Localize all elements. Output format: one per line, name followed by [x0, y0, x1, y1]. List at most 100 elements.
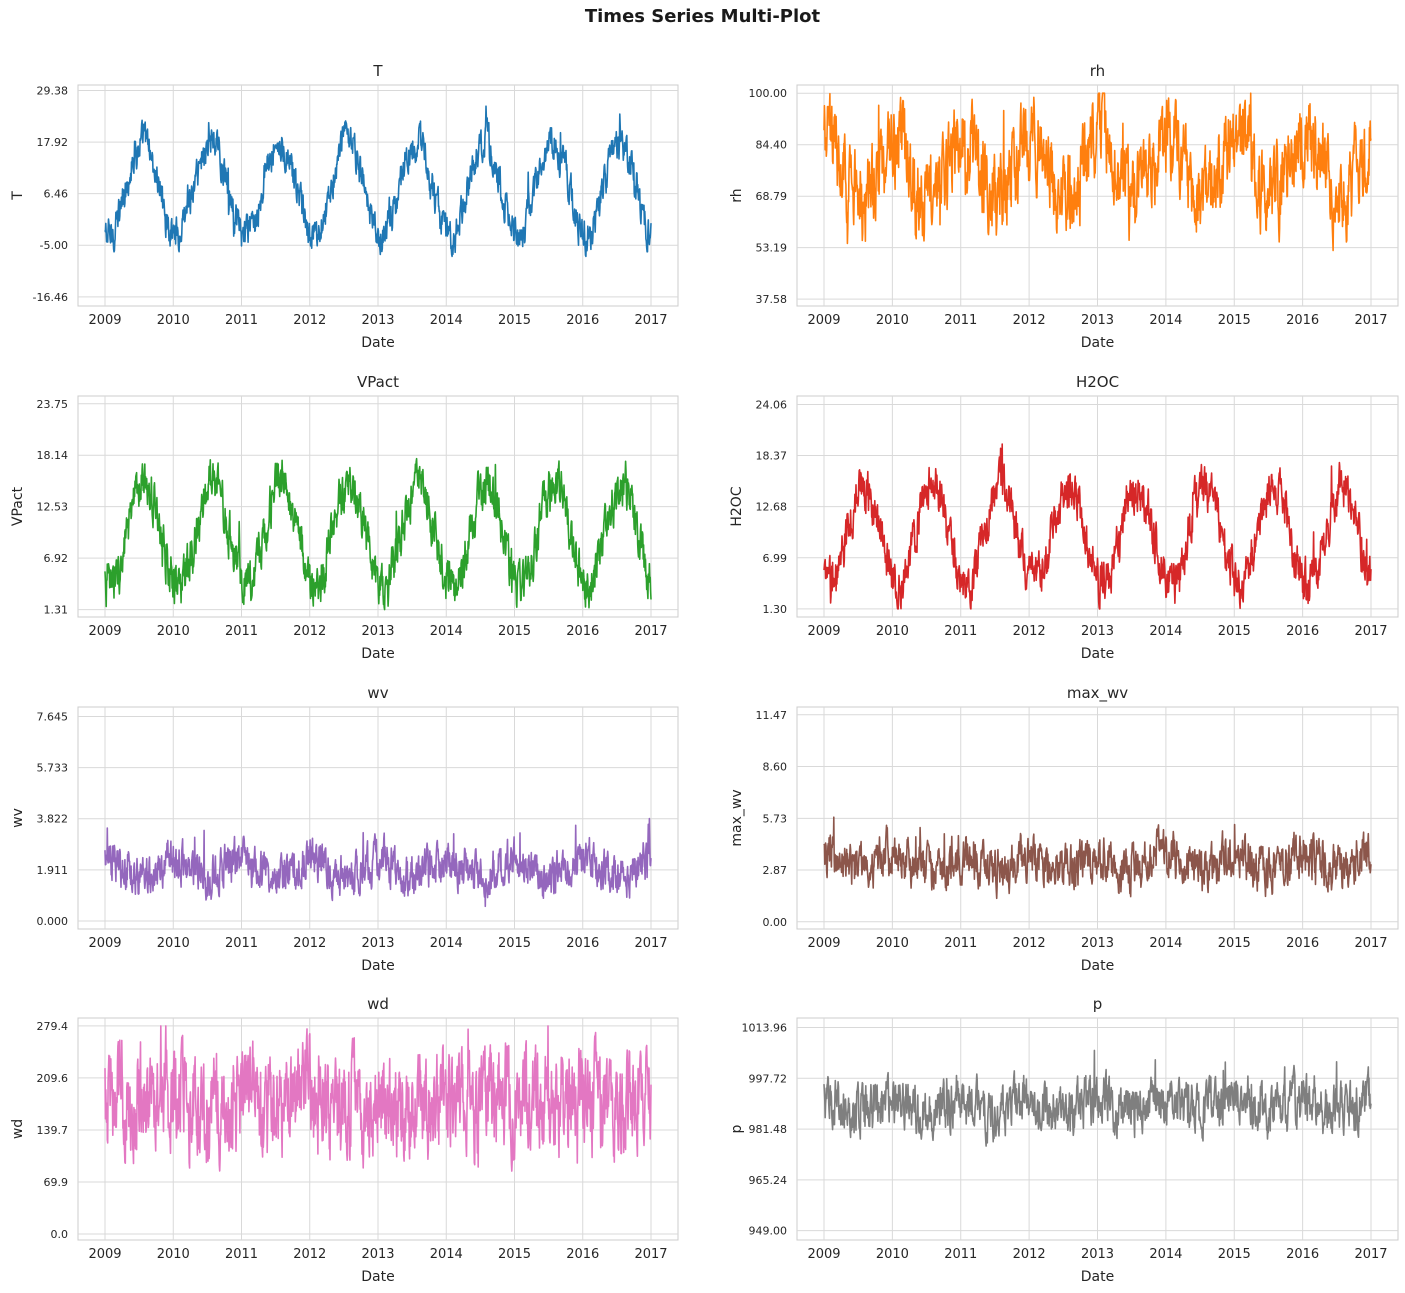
- y-tick-label: 0.0: [51, 1228, 69, 1241]
- subplot-t: 29.38 17.92 6.46 -5.00 -16.46 2009 2010 2011 201…: [10, 62, 679, 351]
- x-tick-label: 2015: [498, 1247, 531, 1262]
- y-tick-label: 209.6: [37, 1072, 69, 1085]
- x-tick-label: 2011: [225, 313, 258, 328]
- y-tick-label: 0.00: [763, 916, 788, 929]
- y-axis-label: VPact: [10, 486, 26, 526]
- x-tick-label: 2014: [430, 313, 463, 328]
- x-tick-label: 2011: [944, 313, 977, 328]
- x-tick-label: 2010: [157, 313, 190, 328]
- y-axis-label: H2OC: [729, 486, 745, 526]
- y-tick-label: 23.75: [37, 398, 69, 411]
- series-line: [823, 816, 1372, 900]
- x-tick-label: 2010: [876, 624, 909, 639]
- y-tick-label: 997.72: [749, 1072, 788, 1085]
- y-axis-label: T: [10, 191, 26, 201]
- subplot-rh: 100.00 84.40 68.79 53.19 37.58 2009 2010 2011 20…: [729, 62, 1399, 351]
- x-tick-label: 2010: [157, 1247, 190, 1262]
- x-tick-label: 2014: [1149, 624, 1182, 639]
- x-tick-label: 2014: [1149, 936, 1182, 951]
- subplot-wd: 279.4 209.6 139.7 69.9 0.0 2009 2010 2011 2012 20…: [10, 995, 679, 1285]
- subplot-title: max_wv: [1067, 684, 1128, 703]
- series-line: [823, 1049, 1372, 1147]
- y-tick-label: 949.00: [749, 1225, 788, 1238]
- x-tick-label: 2011: [944, 1247, 977, 1262]
- x-tick-label: 2009: [807, 1247, 840, 1262]
- x-tick-label: 2013: [361, 624, 394, 639]
- x-tick-label: 2012: [1013, 313, 1046, 328]
- x-tick-label: 2012: [1013, 624, 1046, 639]
- subplot-max-wv: 11.47 8.60 5.73 2.87 0.00 2009 2010 2011 2012 201…: [729, 684, 1399, 974]
- x-tick-label: 2009: [807, 624, 840, 639]
- y-tick-label: 0.000: [37, 915, 69, 928]
- x-axis-label: Date: [1081, 958, 1114, 974]
- y-tick-label: -5.00: [40, 239, 68, 252]
- x-tick-label: 2009: [807, 936, 840, 951]
- x-tick-label: 2016: [1286, 313, 1319, 328]
- y-tick-label: 68.79: [756, 190, 788, 203]
- subplot-p: 1013.96 997.72 981.48 965.24 949.00 2009 2010 2…: [729, 995, 1399, 1285]
- x-tick-label: 2014: [430, 936, 463, 951]
- x-tick-label: 2017: [1354, 936, 1387, 951]
- y-tick-label: 981.48: [749, 1123, 788, 1136]
- x-tick-label: 2010: [157, 936, 190, 951]
- x-tick-label: 2009: [88, 313, 121, 328]
- series-line: [104, 457, 652, 611]
- x-tick-label: 2014: [1149, 313, 1182, 328]
- y-tick-label: 6.99: [763, 552, 788, 565]
- y-tick-label: 24.06: [756, 398, 788, 411]
- x-tick-label: 2010: [876, 313, 909, 328]
- y-tick-label: 8.60: [763, 761, 788, 774]
- x-tick-label: 2015: [1218, 313, 1251, 328]
- x-tick-label: 2017: [634, 624, 667, 639]
- x-tick-label: 2012: [293, 624, 326, 639]
- x-tick-label: 2013: [1081, 936, 1114, 951]
- x-tick-label: 2017: [634, 936, 667, 951]
- x-tick-label: 2012: [293, 936, 326, 951]
- y-tick-label: 12.53: [37, 501, 69, 514]
- x-tick-label: 2016: [1286, 936, 1319, 951]
- subplot-title: wv: [367, 684, 388, 702]
- y-tick-label: 1.30: [763, 603, 788, 616]
- subplot-title: VPact: [357, 373, 399, 391]
- x-tick-label: 2017: [634, 313, 667, 328]
- x-axis-label: Date: [1081, 1269, 1114, 1285]
- x-tick-label: 2013: [361, 1247, 394, 1262]
- x-axis-label: Date: [361, 1269, 394, 1285]
- x-axis-label: Date: [361, 958, 394, 974]
- series-line: [823, 92, 1372, 252]
- y-axis-label: max_wv: [729, 789, 745, 846]
- y-tick-label: 5.73: [763, 812, 788, 825]
- x-tick-label: 2010: [876, 936, 909, 951]
- series-line: [104, 1025, 652, 1172]
- subplot-title: wd: [367, 995, 389, 1013]
- x-tick-label: 2010: [876, 1247, 909, 1262]
- figure-title: Times Series Multi-Plot: [584, 6, 821, 27]
- y-tick-label: 69.9: [44, 1176, 69, 1189]
- y-tick-label: 139.7: [37, 1124, 69, 1137]
- subplot-wv: 7.645 5.733 3.822 1.911 0.000 2009 2010 2011 201…: [10, 684, 679, 974]
- y-tick-label: -16.46: [33, 291, 68, 304]
- x-tick-label: 2017: [1354, 624, 1387, 639]
- x-tick-label: 2014: [430, 1247, 463, 1262]
- x-tick-label: 2015: [498, 936, 531, 951]
- x-tick-label: 2017: [1354, 1247, 1387, 1262]
- x-tick-label: 2011: [225, 624, 258, 639]
- x-tick-label: 2015: [1218, 624, 1251, 639]
- x-tick-label: 2012: [1013, 936, 1046, 951]
- x-tick-label: 2017: [1354, 313, 1387, 328]
- x-axis-label: Date: [1081, 335, 1114, 351]
- y-tick-label: 1.911: [37, 864, 69, 877]
- x-tick-label: 2013: [1081, 1247, 1114, 1262]
- x-tick-label: 2014: [1149, 1247, 1182, 1262]
- y-tick-label: 12.68: [756, 501, 788, 514]
- subplot-title: p: [1093, 995, 1103, 1013]
- x-tick-label: 2013: [361, 313, 394, 328]
- x-tick-label: 2009: [88, 936, 121, 951]
- x-tick-label: 2016: [566, 936, 599, 951]
- y-tick-label: 17.92: [37, 136, 69, 149]
- y-tick-label: 18.37: [756, 450, 788, 463]
- series-line: [104, 817, 652, 908]
- y-tick-label: 6.46: [44, 188, 69, 201]
- x-tick-label: 2011: [944, 624, 977, 639]
